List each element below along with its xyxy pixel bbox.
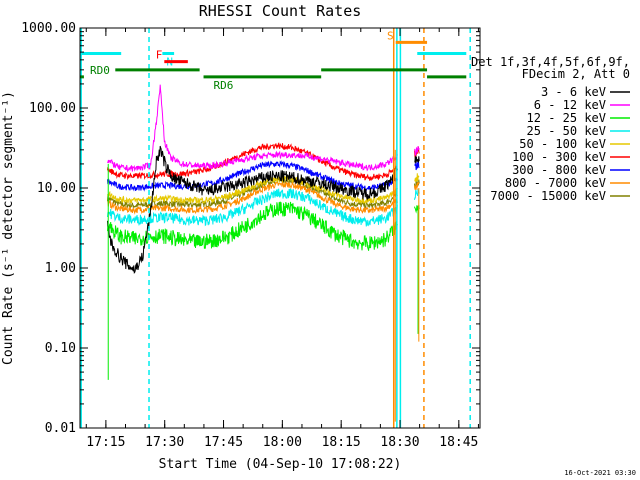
x-tick-label: 17:15 (86, 435, 125, 450)
legend-entry-label: 800 - 7000 keV (505, 176, 606, 190)
y-tick-label: 0.10 (45, 341, 76, 356)
y-tick-label: 1.00 (45, 261, 76, 276)
legend-entry-label: 300 - 800 keV (512, 163, 606, 177)
state-bar-label: F (156, 49, 163, 62)
series-late-segment-0 (414, 155, 420, 164)
y-tick-label: 10.00 (37, 181, 76, 196)
y-tick-label: 100.00 (29, 101, 76, 116)
series-late-segment-1 (414, 146, 420, 156)
x-tick-label: 17:45 (204, 435, 243, 450)
series-line-0 (107, 145, 398, 274)
legend-entry-label: 12 - 25 keV (527, 111, 606, 125)
legend-entry-label: 6 - 12 keV (534, 98, 606, 112)
x-axis-label: Start Time (04-Sep-10 17:08:22) (159, 457, 402, 472)
legend-entry-label: 50 - 100 keV (519, 137, 606, 151)
y-tick-label: 0.01 (45, 421, 76, 436)
x-tick-label: 17:30 (145, 435, 184, 450)
series-line-7 (107, 180, 398, 215)
series-line-4 (107, 175, 398, 205)
legend-header-line: FDecim 2, Att 0 (522, 67, 630, 81)
series-line-6 (107, 160, 398, 193)
state-bar-label: S (387, 29, 394, 42)
series-line-3 (107, 188, 398, 227)
state-bar-label: RD6 (214, 79, 234, 92)
x-tick-label: 18:00 (263, 435, 302, 450)
legend-entry-label: 25 - 50 keV (527, 124, 606, 138)
state-bar-label: RD0 (90, 64, 110, 77)
series-line-5 (107, 142, 398, 182)
x-tick-label: 18:45 (439, 435, 478, 450)
legend-entry-label: 7000 - 15000 keV (490, 189, 606, 203)
y-tick-label: 1000.00 (21, 21, 76, 36)
y-axis-label: Count Rate (s⁻¹ detector segment⁻¹) (1, 91, 16, 365)
series-line-2 (107, 201, 398, 251)
legend-header-line: Det 1f,3f,4f,5f,6f,9f, (471, 55, 630, 69)
legend-entry-label: 3 - 6 keV (541, 85, 606, 99)
series-late-segment-4 (414, 173, 420, 183)
x-tick-label: 18:15 (322, 435, 361, 450)
legend-entry-label: 100 - 300 keV (512, 150, 606, 164)
generation-timestamp: 16-Oct-2021 03:30 (564, 469, 636, 477)
plot-frame (79, 27, 481, 429)
x-tick-label: 18:30 (380, 435, 419, 450)
series-line-1 (107, 84, 398, 173)
chart-title: RHESSI Count Rates (199, 2, 362, 20)
